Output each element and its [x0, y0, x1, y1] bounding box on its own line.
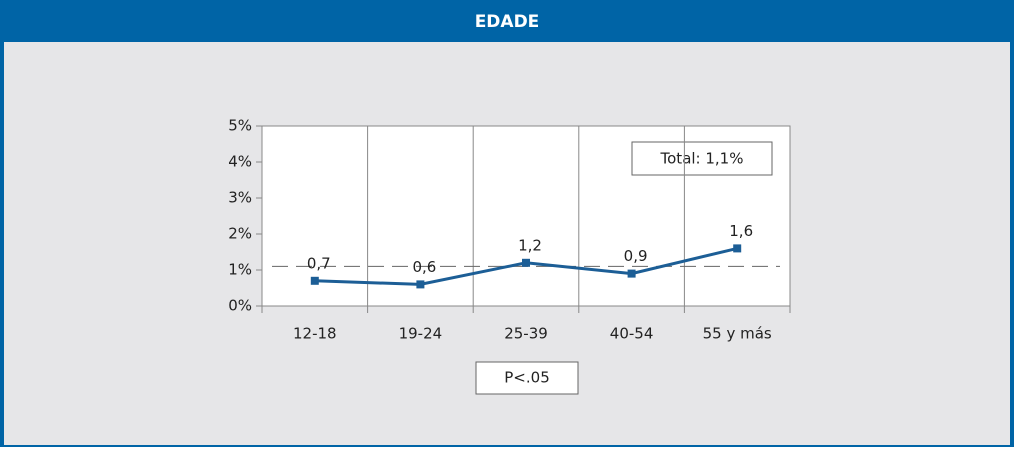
data-point	[627, 269, 636, 278]
data-point	[733, 244, 742, 253]
x-tick-label: 55 y más	[703, 325, 772, 343]
note: P<.05	[504, 369, 549, 387]
y-tick-label: 4%	[228, 153, 252, 171]
header-bar	[0, 0, 1014, 42]
x-tick-label: 40-54	[610, 325, 654, 343]
total-box	[631, 141, 773, 176]
x-tick-label: 12-18	[293, 325, 337, 343]
x-tick-label: 25-39	[504, 325, 548, 343]
data-label: 1,2	[518, 236, 542, 254]
chart-title: EDADE	[475, 12, 540, 32]
total-label: Total: 1,1%	[660, 150, 744, 168]
y-tick-label: 3%	[228, 189, 252, 207]
data-label: 0,6	[412, 258, 436, 276]
y-tick-label: 2%	[228, 225, 252, 243]
y-tick-label: 0%	[228, 297, 252, 315]
y-tick-label: 1%	[228, 261, 252, 279]
data-point	[522, 258, 530, 267]
data-label: 0,7	[307, 254, 331, 272]
data-label: 1,6	[729, 222, 753, 240]
data-point	[310, 276, 319, 285]
note-box	[475, 361, 579, 395]
y-tick-label: 5%	[228, 117, 252, 135]
x-tick-label: 19-24	[399, 325, 443, 343]
data-label: 0,9	[624, 247, 648, 265]
data-point	[416, 280, 425, 289]
